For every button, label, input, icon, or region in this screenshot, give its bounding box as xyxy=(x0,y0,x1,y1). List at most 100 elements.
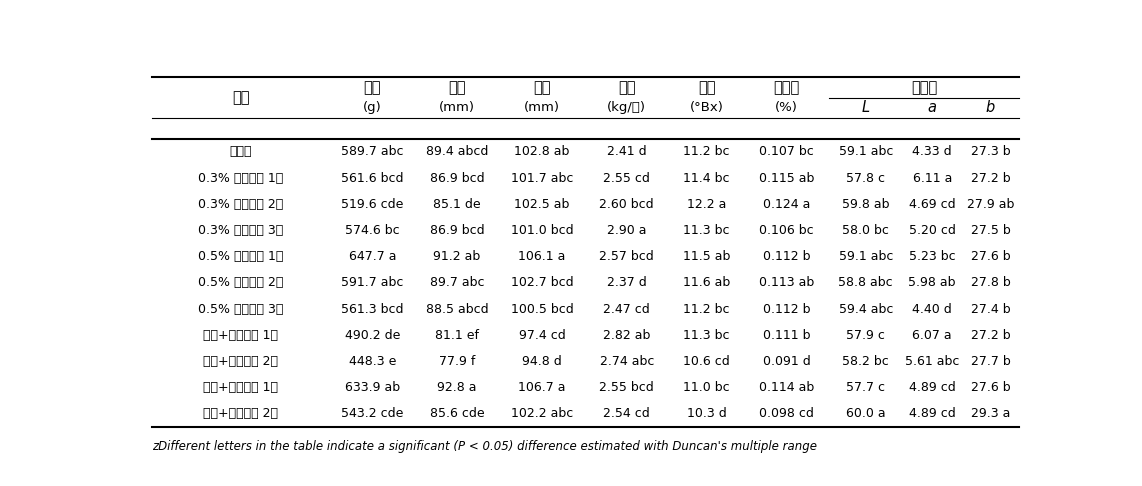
Text: 5.61 abc: 5.61 abc xyxy=(904,355,959,368)
Text: 27.5 b: 27.5 b xyxy=(971,224,1011,237)
Text: 0.3% 염화칼슘 1회: 0.3% 염화칼슘 1회 xyxy=(198,172,283,185)
Text: 5.23 bc: 5.23 bc xyxy=(909,250,956,263)
Text: 27.2 b: 27.2 b xyxy=(971,329,1011,342)
Text: 58.8 abc: 58.8 abc xyxy=(838,277,893,289)
Text: 91.2 ab: 91.2 ab xyxy=(434,250,481,263)
Text: 77.9 f: 77.9 f xyxy=(439,355,475,368)
Text: (°Bx): (°Bx) xyxy=(690,102,724,114)
Text: 12.2 a: 12.2 a xyxy=(687,198,726,211)
Text: 27.3 b: 27.3 b xyxy=(971,145,1011,158)
Text: 58.2 bc: 58.2 bc xyxy=(843,355,890,368)
Text: 산함량: 산함량 xyxy=(773,80,799,95)
Text: 574.6 bc: 574.6 bc xyxy=(345,224,400,237)
Text: 2.47 cd: 2.47 cd xyxy=(603,303,650,315)
Text: 81.1 ef: 81.1 ef xyxy=(435,329,480,342)
Text: 6.11 a: 6.11 a xyxy=(912,172,952,185)
Text: 11.4 bc: 11.4 bc xyxy=(683,172,730,185)
Text: 2.55 bcd: 2.55 bcd xyxy=(600,381,654,394)
Text: 0.115 ab: 0.115 ab xyxy=(759,172,814,185)
Text: 2.55 cd: 2.55 cd xyxy=(603,172,650,185)
Text: 2.54 cd: 2.54 cd xyxy=(603,407,650,420)
Text: 591.7 abc: 591.7 abc xyxy=(341,277,403,289)
Text: 2.57 bcd: 2.57 bcd xyxy=(600,250,654,263)
Text: 59.1 abc: 59.1 abc xyxy=(838,250,893,263)
Text: 88.5 abcd: 88.5 abcd xyxy=(426,303,489,315)
Text: 92.8 a: 92.8 a xyxy=(437,381,477,394)
Text: 0.5% 질산칼륨 1회: 0.5% 질산칼륨 1회 xyxy=(198,250,283,263)
Text: 붕소+질산칼륨 1회: 붕소+질산칼륨 1회 xyxy=(203,381,279,394)
Text: 27.6 b: 27.6 b xyxy=(971,381,1011,394)
Text: 0.3% 염화칼슘 2회: 0.3% 염화칼슘 2회 xyxy=(198,198,283,211)
Text: 당도: 당도 xyxy=(698,80,715,95)
Text: 0.113 ab: 0.113 ab xyxy=(759,277,814,289)
Text: 2.41 d: 2.41 d xyxy=(606,145,646,158)
Text: 59.4 abc: 59.4 abc xyxy=(838,303,893,315)
Text: 561.6 bcd: 561.6 bcd xyxy=(341,172,403,185)
Text: 2.74 abc: 2.74 abc xyxy=(600,355,654,368)
Text: 2.37 d: 2.37 d xyxy=(606,277,646,289)
Text: 과피색: 과피색 xyxy=(911,80,938,95)
Text: 0.114 ab: 0.114 ab xyxy=(759,381,814,394)
Text: 0.111 b: 0.111 b xyxy=(763,329,811,342)
Text: 6.07 a: 6.07 a xyxy=(912,329,952,342)
Text: 27.4 b: 27.4 b xyxy=(971,303,1011,315)
Text: 561.3 bcd: 561.3 bcd xyxy=(341,303,403,315)
Text: 11.3 bc: 11.3 bc xyxy=(683,224,730,237)
Text: 4.69 cd: 4.69 cd xyxy=(909,198,956,211)
Text: 27.7 b: 27.7 b xyxy=(971,355,1011,368)
Text: 11.0 bc: 11.0 bc xyxy=(683,381,730,394)
Text: 101.7 abc: 101.7 abc xyxy=(510,172,573,185)
Text: 0.098 cd: 0.098 cd xyxy=(759,407,814,420)
Text: 붕소+질산칼륨 2회: 붕소+질산칼륨 2회 xyxy=(203,407,279,420)
Text: 2.60 bcd: 2.60 bcd xyxy=(600,198,654,211)
Text: 106.7 a: 106.7 a xyxy=(518,381,565,394)
Text: 490.2 de: 490.2 de xyxy=(345,329,400,342)
Text: 589.7 abc: 589.7 abc xyxy=(341,145,403,158)
Text: 27.2 b: 27.2 b xyxy=(971,172,1011,185)
Text: 59.1 abc: 59.1 abc xyxy=(838,145,893,158)
Text: 10.6 cd: 10.6 cd xyxy=(683,355,730,368)
Text: 5.98 ab: 5.98 ab xyxy=(909,277,956,289)
Text: 11.5 ab: 11.5 ab xyxy=(683,250,731,263)
Text: 0.112 b: 0.112 b xyxy=(763,250,811,263)
Text: 85.1 de: 85.1 de xyxy=(433,198,481,211)
Text: b: b xyxy=(986,101,995,115)
Text: 횡경: 횡경 xyxy=(533,80,550,95)
Text: 붕소+염화칼슘 1회: 붕소+염화칼슘 1회 xyxy=(203,329,279,342)
Text: 100.5 bcd: 100.5 bcd xyxy=(510,303,573,315)
Text: 0.091 d: 0.091 d xyxy=(763,355,811,368)
Text: 94.8 d: 94.8 d xyxy=(522,355,562,368)
Text: 4.40 d: 4.40 d xyxy=(912,303,952,315)
Text: 11.3 bc: 11.3 bc xyxy=(683,329,730,342)
Text: (g): (g) xyxy=(363,102,381,114)
Text: 101.0 bcd: 101.0 bcd xyxy=(510,224,573,237)
Text: 11.2 bc: 11.2 bc xyxy=(683,303,730,315)
Text: 60.0 a: 60.0 a xyxy=(846,407,885,420)
Text: 0.5% 질산칼륨 2회: 0.5% 질산칼륨 2회 xyxy=(198,277,283,289)
Text: 4.33 d: 4.33 d xyxy=(912,145,952,158)
Text: 0.5% 질산칼륨 3회: 0.5% 질산칼륨 3회 xyxy=(198,303,283,315)
Text: 2.90 a: 2.90 a xyxy=(606,224,646,237)
Text: 448.3 e: 448.3 e xyxy=(348,355,396,368)
Text: 0.106 bc: 0.106 bc xyxy=(759,224,814,237)
Text: 85.6 cde: 85.6 cde xyxy=(429,407,484,420)
Text: 102.5 ab: 102.5 ab xyxy=(514,198,570,211)
Text: 4.89 cd: 4.89 cd xyxy=(909,407,956,420)
Text: 102.7 bcd: 102.7 bcd xyxy=(510,277,573,289)
Text: 58.0 bc: 58.0 bc xyxy=(843,224,890,237)
Text: 86.9 bcd: 86.9 bcd xyxy=(429,172,484,185)
Text: 89.4 abcd: 89.4 abcd xyxy=(426,145,489,158)
Text: 0.124 a: 0.124 a xyxy=(763,198,811,211)
Text: 경도: 경도 xyxy=(618,80,635,95)
Text: zDifferent letters in the table indicate a significant (P < 0.05) difference est: zDifferent letters in the table indicate… xyxy=(152,440,817,453)
Text: 29.3 a: 29.3 a xyxy=(971,407,1011,420)
Text: 519.6 cde: 519.6 cde xyxy=(341,198,403,211)
Text: 27.6 b: 27.6 b xyxy=(971,250,1011,263)
Text: 27.9 ab: 27.9 ab xyxy=(967,198,1014,211)
Text: 무처리: 무처리 xyxy=(230,145,252,158)
Text: 27.8 b: 27.8 b xyxy=(971,277,1011,289)
Text: 647.7 a: 647.7 a xyxy=(348,250,396,263)
Text: 11.6 ab: 11.6 ab xyxy=(683,277,731,289)
Text: 0.3% 염화칼슘 3회: 0.3% 염화칼슘 3회 xyxy=(198,224,283,237)
Text: 2.82 ab: 2.82 ab xyxy=(603,329,651,342)
